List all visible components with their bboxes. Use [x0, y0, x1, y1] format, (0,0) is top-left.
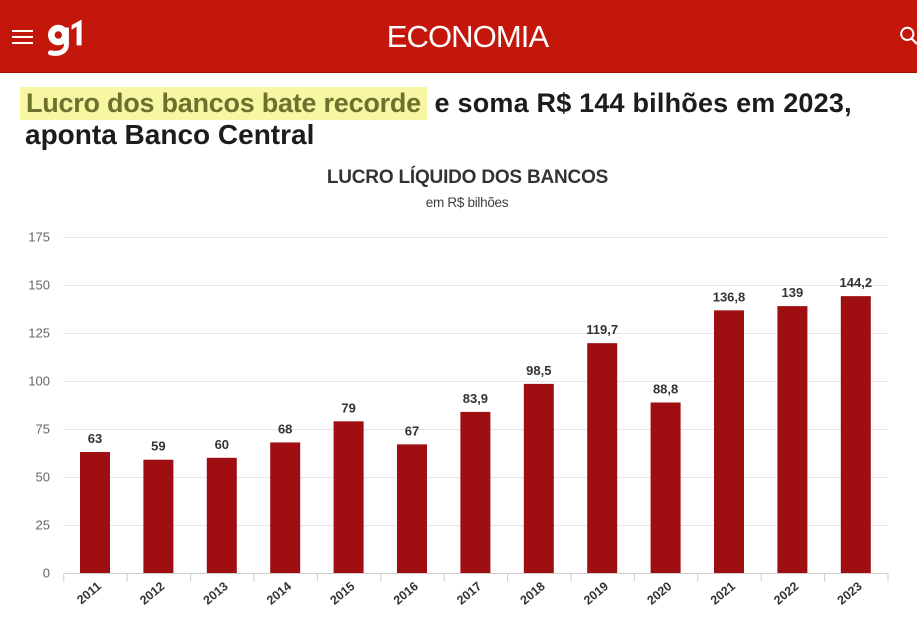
svg-text:68: 68 [278, 421, 292, 436]
svg-text:50: 50 [36, 470, 50, 485]
svg-text:136,8: 136,8 [713, 289, 746, 304]
svg-text:83,9: 83,9 [463, 391, 488, 406]
svg-text:2016: 2016 [391, 579, 421, 608]
svg-text:79: 79 [341, 400, 355, 415]
svg-text:2022: 2022 [771, 579, 801, 608]
svg-text:75: 75 [36, 422, 50, 437]
svg-text:2021: 2021 [708, 579, 738, 608]
svg-text:67: 67 [405, 423, 419, 438]
svg-text:2019: 2019 [581, 579, 611, 608]
svg-text:60: 60 [215, 437, 229, 452]
svg-text:2012: 2012 [137, 579, 167, 608]
svg-text:139: 139 [782, 285, 804, 300]
svg-text:2015: 2015 [327, 579, 357, 608]
svg-text:88,8: 88,8 [653, 382, 678, 397]
svg-text:144,2: 144,2 [840, 275, 873, 290]
svg-text:2017: 2017 [454, 579, 484, 608]
svg-text:2011: 2011 [74, 579, 104, 607]
svg-text:59: 59 [151, 439, 165, 454]
svg-text:98,5: 98,5 [526, 363, 551, 378]
svg-text:150: 150 [28, 278, 50, 293]
svg-text:2023: 2023 [835, 579, 865, 608]
svg-text:125: 125 [28, 326, 50, 341]
svg-text:2020: 2020 [644, 579, 674, 608]
svg-text:0: 0 [43, 566, 50, 581]
svg-text:175: 175 [28, 230, 50, 245]
svg-text:100: 100 [28, 374, 50, 389]
svg-text:2018: 2018 [518, 579, 548, 608]
svg-text:119,7: 119,7 [586, 322, 618, 337]
svg-text:63: 63 [88, 431, 102, 446]
svg-text:2013: 2013 [201, 579, 231, 608]
svg-text:2014: 2014 [264, 579, 294, 608]
svg-text:25: 25 [36, 518, 50, 533]
